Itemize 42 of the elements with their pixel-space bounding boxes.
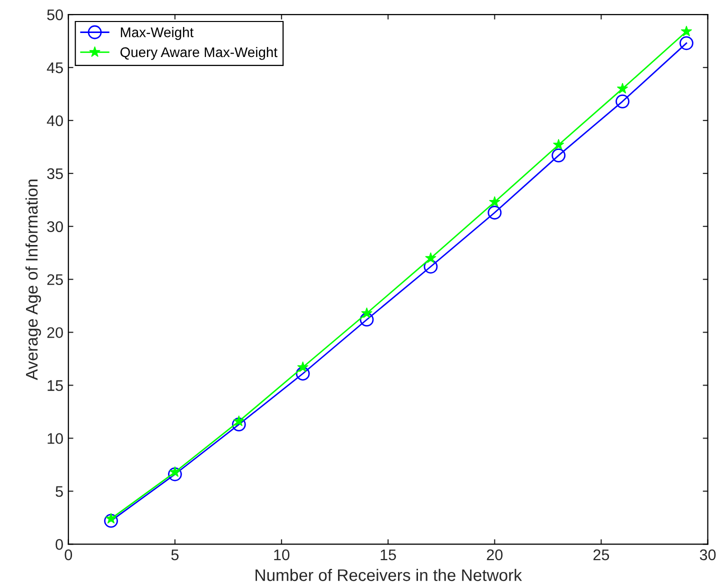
point [297, 361, 308, 372]
point [680, 26, 692, 36]
point [105, 512, 117, 524]
point [616, 82, 628, 94]
point [169, 466, 181, 477]
point [233, 415, 245, 426]
legend-label: Max-Weight [120, 27, 194, 40]
point [232, 418, 246, 432]
point [360, 312, 374, 327]
x-tick-label: 15 [380, 550, 396, 560]
point [104, 514, 118, 528]
point [489, 196, 500, 207]
point [361, 307, 372, 318]
y-tick-label: 35 [47, 168, 63, 180]
point [168, 467, 182, 482]
point [425, 252, 436, 264]
y-tick-label: 0 [56, 539, 63, 550]
point [552, 148, 566, 162]
y-tick-label: 25 [47, 274, 63, 286]
x-axis-title: Number of Receivers in the Network [256, 568, 522, 582]
y-tick-label: 10 [48, 433, 63, 444]
y-tick-label: 50 [47, 9, 63, 20]
y-tick-label: 15 [48, 380, 63, 391]
y-tick-label: 40 [46, 115, 63, 126]
x-tick-label: 5 [171, 550, 179, 560]
x-tick-label: 10 [274, 549, 290, 560]
point [424, 260, 438, 274]
x-tick-label: 30 [700, 549, 716, 560]
point [680, 36, 694, 50]
point [488, 206, 502, 220]
y-tick-label: 30 [47, 221, 63, 232]
x-tick-label: 0 [64, 549, 72, 560]
x-tick-label: 20 [486, 549, 503, 560]
point [616, 94, 630, 108]
point [296, 366, 310, 381]
y-axis-title: Average Age of Information [25, 180, 41, 380]
legend-label: Query Aware Max-Weight [120, 46, 278, 60]
y-tick-label: 20 [47, 327, 63, 338]
y-tick-label: 5 [56, 486, 63, 497]
point [552, 138, 564, 150]
y-tick-label: 45 [46, 62, 63, 74]
x-tick-label: 25 [593, 549, 610, 560]
